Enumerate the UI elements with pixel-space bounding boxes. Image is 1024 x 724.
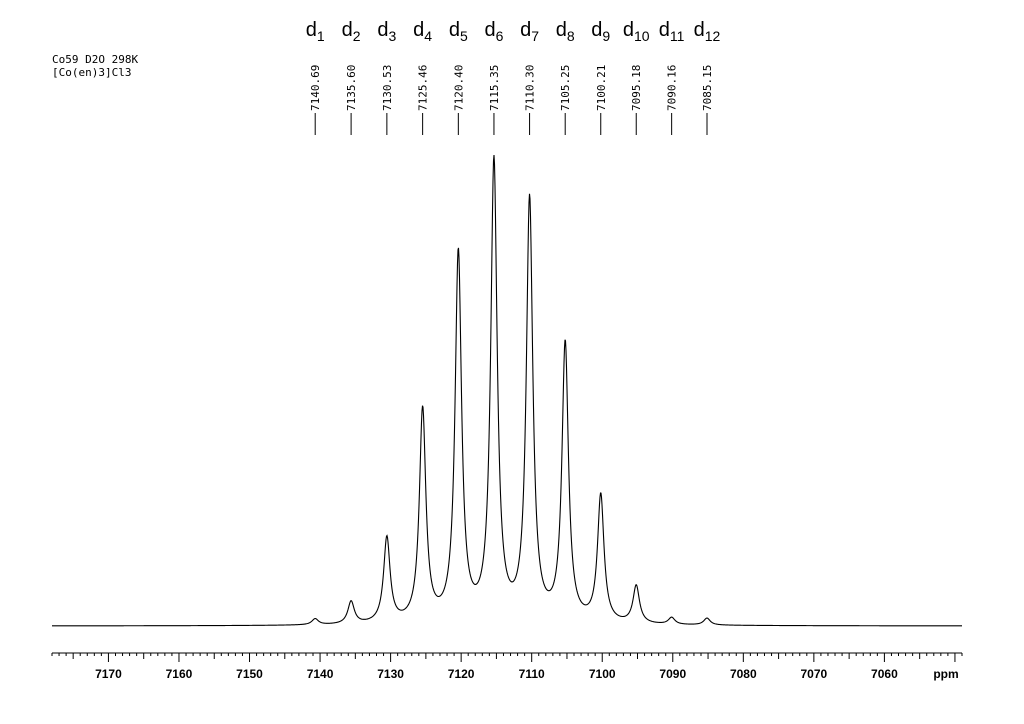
peak-ppm-label-5: 7120.40 [452, 65, 465, 111]
x-tick-label-7170: 7170 [95, 667, 122, 681]
x-tick-label-7080: 7080 [730, 667, 757, 681]
peak-ppm-label-6: 7115.35 [488, 65, 501, 111]
peak-designator-11: d11 [659, 19, 685, 44]
peak-ppm-label-7: 7110.30 [524, 65, 537, 111]
peak-ppm-label-12: 7085.15 [701, 65, 714, 111]
spectrum-trace [52, 154, 962, 627]
peak-ppm-label-8: 7105.25 [559, 65, 572, 111]
x-tick-label-7160: 7160 [166, 667, 193, 681]
x-tick-label-7070: 7070 [801, 667, 828, 681]
peak-designator-5: d5 [449, 19, 468, 44]
peak-ppm-label-1: 7140.69 [309, 65, 322, 111]
x-tick-label-7100: 7100 [589, 667, 616, 681]
x-tick-label-7150: 7150 [236, 667, 263, 681]
peak-ppm-label-11: 7090.16 [666, 65, 679, 111]
peak-designator-1: d1 [306, 19, 325, 44]
peak-designators: d1 d2 d3 d4 d5 d6 d7 d8 d9 d10 d11 d12 [306, 19, 721, 44]
peak-designator-8: d8 [556, 19, 575, 44]
peak-ppm-label-2: 7135.60 [345, 65, 358, 111]
peak-ppm-label-4: 7125.46 [417, 65, 430, 111]
x-tick-label-7130: 7130 [377, 667, 404, 681]
x-tick-label-7140: 7140 [307, 667, 334, 681]
sample-info-line-1: Co59 D2O 298K [52, 53, 138, 66]
peak-designator-6: d6 [484, 19, 503, 44]
peak-ppm-label-9: 7100.21 [595, 65, 608, 111]
x-tick-label-7120: 7120 [448, 667, 475, 681]
x-tick-label-7110: 7110 [519, 667, 545, 681]
peak-ppm-label-10: 7095.18 [630, 65, 643, 111]
peak-designator-4: d4 [413, 19, 432, 44]
peak-designator-7: d7 [520, 19, 539, 44]
x-axis-unit-label: ppm [933, 667, 958, 681]
x-axis: 7170 7160 7150 7140 7130 7120 7110 7100 7090 7080… [51, 652, 963, 681]
x-tick-label-7060: 7060 [871, 667, 898, 681]
peak-designator-9: d9 [591, 19, 610, 44]
peak-designator-3: d3 [377, 19, 396, 44]
x-tick-label-7090: 7090 [659, 667, 686, 681]
peak-designator-10: d10 [623, 19, 650, 44]
peak-designator-12: d12 [694, 19, 721, 44]
peak-ppm-label-3: 7130.53 [381, 65, 394, 111]
sample-info-line-2: [Co(en)3]Cl3 [52, 66, 131, 79]
peak-designator-2: d2 [342, 19, 361, 44]
peak-labels: 7140.69 7135.60 7130.53 7125.46 7120.40 7115.… [309, 65, 714, 135]
